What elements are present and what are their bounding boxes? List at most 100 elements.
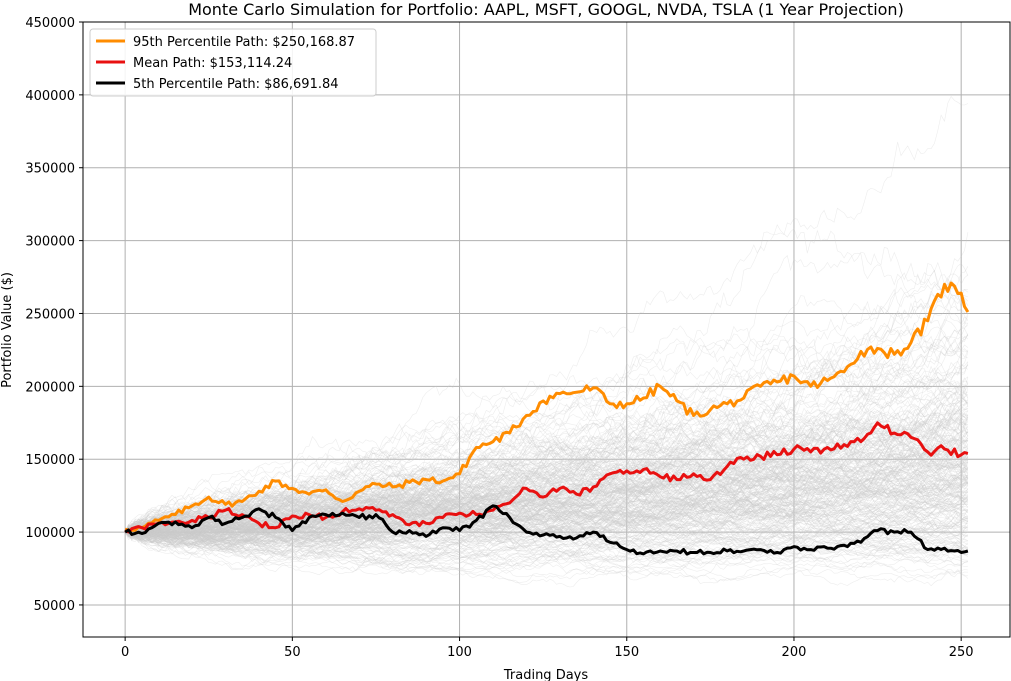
simulation-path — [125, 464, 969, 557]
simulation-path — [124, 397, 969, 534]
simulation-path — [125, 414, 969, 551]
simulation-path — [125, 376, 969, 551]
simulation-path — [125, 415, 969, 544]
simulation-path — [124, 476, 968, 544]
simulation-path — [125, 358, 969, 537]
y-tick-label: 150000 — [25, 453, 75, 468]
simulation-path — [125, 480, 969, 545]
x-axis: 0 50 100 150 200 250 — [121, 637, 974, 660]
simulation-path — [124, 423, 969, 535]
simulation-path — [124, 522, 968, 564]
simulation-path — [125, 95, 969, 536]
simulation-path — [124, 450, 969, 549]
simulation-path — [125, 504, 969, 544]
simulation-path — [124, 397, 969, 550]
simulation-path — [125, 367, 969, 534]
simulation-path — [124, 522, 968, 577]
simulation-path — [125, 434, 969, 541]
simulation-path — [124, 426, 968, 560]
simulation-path — [124, 438, 969, 541]
simulation-path — [125, 511, 968, 552]
simulation-path — [125, 427, 969, 533]
simulation-path — [125, 510, 969, 557]
simulation-path — [124, 362, 969, 558]
simulation-path — [125, 445, 969, 565]
simulation-path — [125, 419, 969, 535]
simulation-path — [124, 439, 969, 534]
y-axis-label: Portfolio Value ($) — [0, 272, 15, 388]
simulation-path — [124, 417, 969, 533]
simulation-path — [124, 438, 969, 533]
simulation-path — [125, 337, 969, 533]
simulation-path — [124, 315, 969, 538]
simulation-path — [125, 468, 969, 549]
simulation-path — [124, 482, 968, 541]
simulation-path — [125, 514, 969, 567]
simulation-path — [125, 387, 969, 541]
x-tick-label: 250 — [949, 645, 974, 660]
simulation-path — [124, 510, 969, 543]
legend: 95th Percentile Path: $250,168.87 Mean P… — [89, 28, 377, 97]
simulation-path — [125, 498, 969, 546]
simulation-path — [125, 498, 968, 557]
simulation-path — [125, 291, 969, 534]
simulation-path — [124, 279, 968, 533]
simulation-path — [124, 415, 969, 552]
simulation-path — [124, 495, 968, 552]
simulation-path — [125, 378, 969, 539]
simulation-path — [125, 476, 969, 544]
simulation-path — [125, 442, 969, 533]
simulation-path — [124, 295, 969, 546]
simulation-path — [124, 462, 969, 535]
y-axis: 50000 100000 150000 200000 250000 300000 35000… — [25, 16, 83, 614]
simulation-path — [125, 469, 969, 559]
simulation-path — [124, 500, 969, 563]
simulation-path — [124, 462, 969, 542]
simulation-path — [124, 508, 969, 558]
simulation-path — [124, 432, 969, 537]
simulation-path — [124, 469, 968, 545]
simulation-path — [124, 480, 969, 569]
simulation-path — [124, 473, 969, 569]
simulation-path — [124, 444, 969, 539]
simulation-path — [125, 344, 969, 533]
simulation-path — [124, 453, 969, 534]
y-tick-label: 200000 — [25, 380, 75, 395]
simulation-path — [125, 449, 969, 533]
simulation-path — [125, 452, 969, 538]
simulation-path — [124, 380, 968, 534]
simulation-path — [124, 328, 969, 538]
simulation-path — [125, 327, 969, 542]
simulation-path — [124, 437, 969, 547]
simulation-path — [124, 466, 969, 541]
x-tick-label: 50 — [284, 645, 301, 660]
simulation-path — [124, 361, 969, 537]
simulation-path — [125, 456, 969, 536]
simulation-path — [124, 501, 969, 548]
simulation-path — [125, 375, 969, 541]
simulation-path — [124, 252, 969, 540]
simulation-path — [124, 453, 969, 540]
x-tick-label: 200 — [782, 645, 807, 660]
simulation-path — [125, 391, 968, 537]
simulation-path — [125, 531, 968, 574]
simulation-path — [124, 496, 969, 549]
simulation-path — [124, 373, 969, 533]
simulation-path — [124, 464, 968, 540]
simulation-path — [125, 442, 969, 542]
simulation-path — [124, 475, 969, 558]
simulation-path — [124, 283, 968, 535]
simulation-path — [124, 405, 969, 544]
simulation-path — [124, 453, 969, 541]
simulation-path — [124, 440, 969, 534]
simulation-path — [125, 525, 968, 569]
simulation-path — [125, 328, 969, 536]
simulation-path — [125, 482, 969, 535]
simulation-path — [125, 457, 969, 546]
x-tick-label: 150 — [614, 645, 639, 660]
simulation-path — [124, 496, 969, 538]
series-line-95th-percentile — [124, 281, 970, 532]
simulation-path — [125, 507, 969, 565]
simulation-path — [125, 407, 969, 535]
